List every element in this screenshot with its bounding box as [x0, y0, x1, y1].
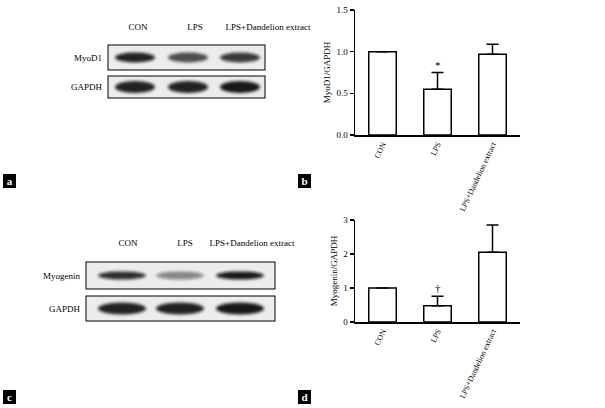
svg-text:MyoD1/GAPDH: MyoD1/GAPDH	[322, 41, 332, 103]
svg-text:MyoD1: MyoD1	[74, 53, 102, 63]
svg-text:GAPDH: GAPDH	[71, 82, 103, 92]
svg-text:LPS+Dandelion extract: LPS+Dandelion extract	[210, 238, 295, 248]
svg-text:3: 3	[343, 215, 348, 225]
svg-text:LPS: LPS	[187, 22, 203, 32]
svg-text:LPS+Dandelion extract: LPS+Dandelion extract	[458, 327, 498, 400]
svg-text:LPS+Dandelion extract: LPS+Dandelion extract	[226, 22, 311, 32]
svg-text:CON: CON	[128, 22, 148, 32]
svg-text:1.0: 1.0	[336, 47, 348, 57]
svg-text:b: b	[301, 175, 307, 187]
svg-text:†: †	[435, 282, 441, 294]
svg-text:1: 1	[343, 283, 348, 293]
svg-text:1.5: 1.5	[336, 5, 348, 15]
svg-text:0.0: 0.0	[336, 130, 348, 140]
svg-text:0: 0	[343, 317, 348, 327]
svg-text:GAPDH: GAPDH	[49, 304, 81, 314]
svg-text:2: 2	[343, 249, 348, 259]
svg-text:c: c	[7, 391, 12, 403]
svg-text:0.5: 0.5	[336, 88, 348, 98]
svg-text:LPS+Dandelion extract: LPS+Dandelion extract	[458, 140, 498, 213]
svg-text:Myogenin: Myogenin	[43, 271, 80, 281]
svg-text:LPS: LPS	[429, 141, 443, 157]
svg-text:LPS: LPS	[429, 328, 443, 344]
svg-text:CON: CON	[373, 141, 388, 160]
svg-text:CON: CON	[118, 238, 138, 248]
svg-text:a: a	[7, 175, 13, 187]
svg-text:LPS: LPS	[177, 238, 193, 248]
svg-text:*: *	[435, 59, 441, 71]
svg-text:Myogenin/GAPDH: Myogenin/GAPDH	[329, 235, 339, 306]
svg-text:CON: CON	[373, 328, 388, 347]
svg-text:d: d	[301, 391, 307, 403]
